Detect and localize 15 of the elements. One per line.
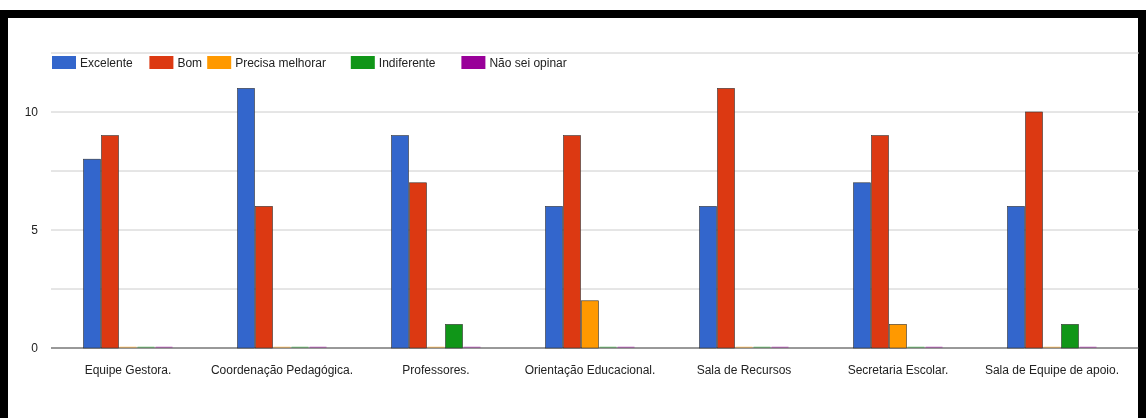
legend-label: Não sei opinar [489,55,567,70]
y-tick-label: 10 [24,105,39,120]
x-tick-label: Equipe Gestora. [84,363,172,377]
x-tick-label: Secretaria Escolar. [847,363,949,377]
legend-label: Excelente [80,55,134,70]
legend-label: Indiferente [378,55,436,70]
y-tick-label: 5 [31,223,39,238]
x-tick-label: Coordenação Pedagógica. [210,363,354,377]
x-tick-label: Orientação Educacional. [524,363,656,377]
legend-label: Precisa melhorar [235,55,326,70]
x-tick-label: Sala de Equipe de apoio. [984,363,1120,377]
legend-label: Bom [177,55,203,70]
x-tick-label: Sala de Recursos [696,363,792,377]
y-tick-label: 0 [31,341,39,356]
x-tick-label: Professores. [402,363,470,377]
